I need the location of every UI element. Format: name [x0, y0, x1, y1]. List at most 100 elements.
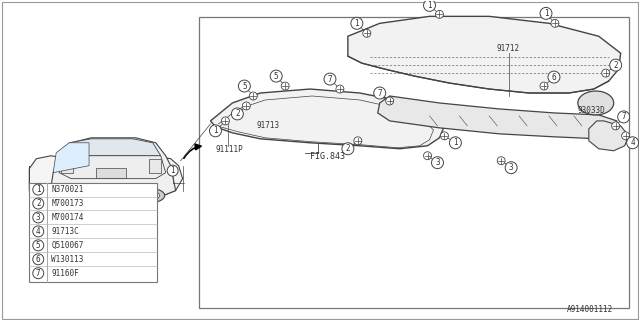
Circle shape: [440, 132, 449, 140]
Circle shape: [374, 87, 386, 99]
FancyBboxPatch shape: [29, 183, 157, 282]
Text: 91160F: 91160F: [51, 269, 79, 278]
Text: 2: 2: [613, 60, 618, 70]
Circle shape: [243, 102, 250, 110]
Circle shape: [551, 19, 559, 27]
Text: 7: 7: [36, 269, 40, 278]
Text: FIG.843: FIG.843: [310, 152, 345, 161]
Text: 1: 1: [355, 19, 359, 28]
Text: 6: 6: [552, 73, 556, 82]
Text: 1: 1: [213, 126, 218, 135]
Text: 3: 3: [435, 158, 440, 167]
Circle shape: [449, 137, 461, 149]
Text: 91713C: 91713C: [51, 227, 79, 236]
Text: 5: 5: [274, 72, 278, 81]
Text: 5: 5: [36, 241, 40, 250]
Text: 5: 5: [242, 82, 246, 91]
Polygon shape: [49, 138, 175, 198]
Polygon shape: [63, 139, 161, 156]
Circle shape: [435, 10, 444, 18]
Circle shape: [33, 240, 44, 251]
Circle shape: [324, 73, 336, 85]
Text: 3: 3: [509, 163, 513, 172]
Text: Q510067: Q510067: [51, 241, 84, 250]
Polygon shape: [348, 16, 621, 93]
Circle shape: [354, 137, 362, 145]
Text: 2: 2: [235, 109, 240, 118]
FancyBboxPatch shape: [198, 17, 628, 308]
Polygon shape: [29, 156, 182, 203]
Ellipse shape: [578, 91, 614, 115]
Text: 1: 1: [453, 138, 458, 147]
Circle shape: [505, 162, 517, 174]
Circle shape: [424, 152, 431, 160]
Text: 2: 2: [36, 199, 40, 208]
Circle shape: [270, 70, 282, 82]
Circle shape: [167, 165, 178, 176]
Circle shape: [386, 97, 394, 105]
Circle shape: [610, 59, 621, 71]
Text: W130113: W130113: [51, 255, 84, 264]
Ellipse shape: [142, 191, 160, 200]
Text: 1: 1: [427, 1, 432, 10]
Circle shape: [540, 82, 548, 90]
Circle shape: [627, 137, 639, 149]
Ellipse shape: [55, 188, 83, 203]
Circle shape: [424, 0, 435, 12]
Circle shape: [621, 132, 630, 140]
Circle shape: [33, 212, 44, 223]
Circle shape: [612, 122, 620, 130]
Ellipse shape: [137, 188, 164, 203]
Polygon shape: [59, 156, 166, 179]
Text: 7: 7: [621, 112, 626, 121]
FancyBboxPatch shape: [96, 168, 126, 178]
Circle shape: [238, 80, 250, 92]
Polygon shape: [211, 89, 444, 149]
Circle shape: [497, 157, 505, 165]
Text: 91713: 91713: [256, 121, 280, 130]
FancyBboxPatch shape: [3, 3, 637, 319]
Circle shape: [618, 111, 630, 123]
Circle shape: [336, 85, 344, 93]
Polygon shape: [53, 143, 89, 173]
Text: 1: 1: [170, 166, 175, 175]
Text: 7: 7: [328, 75, 332, 84]
Circle shape: [281, 82, 289, 90]
FancyBboxPatch shape: [148, 159, 161, 173]
Circle shape: [342, 143, 354, 155]
Circle shape: [221, 117, 229, 125]
Circle shape: [33, 268, 44, 279]
Text: 91111P: 91111P: [216, 145, 243, 154]
Circle shape: [209, 125, 221, 137]
Text: 1: 1: [544, 9, 548, 18]
Circle shape: [33, 254, 44, 265]
Ellipse shape: [60, 191, 78, 200]
FancyBboxPatch shape: [61, 159, 73, 173]
Text: N370021: N370021: [51, 185, 84, 194]
Text: 91712: 91712: [496, 44, 519, 53]
Circle shape: [351, 17, 363, 29]
Circle shape: [33, 198, 44, 209]
Circle shape: [33, 184, 44, 195]
Text: M700174: M700174: [51, 213, 84, 222]
Circle shape: [250, 92, 257, 100]
Circle shape: [602, 69, 610, 77]
Text: 4: 4: [36, 227, 40, 236]
Text: A914001112: A914001112: [567, 305, 613, 314]
Text: M700173: M700173: [51, 199, 84, 208]
Text: 93033D: 93033D: [578, 106, 605, 115]
Text: 4: 4: [630, 138, 635, 147]
Text: 1: 1: [36, 185, 40, 194]
Polygon shape: [378, 96, 619, 139]
Polygon shape: [589, 121, 628, 151]
Text: 6: 6: [36, 255, 40, 264]
Circle shape: [33, 226, 44, 237]
Circle shape: [232, 108, 243, 120]
Text: 3: 3: [36, 213, 40, 222]
Circle shape: [540, 7, 552, 19]
Circle shape: [431, 157, 444, 169]
Text: 7: 7: [378, 89, 382, 98]
Text: 2: 2: [346, 144, 350, 153]
Circle shape: [548, 71, 560, 83]
Circle shape: [363, 29, 371, 37]
